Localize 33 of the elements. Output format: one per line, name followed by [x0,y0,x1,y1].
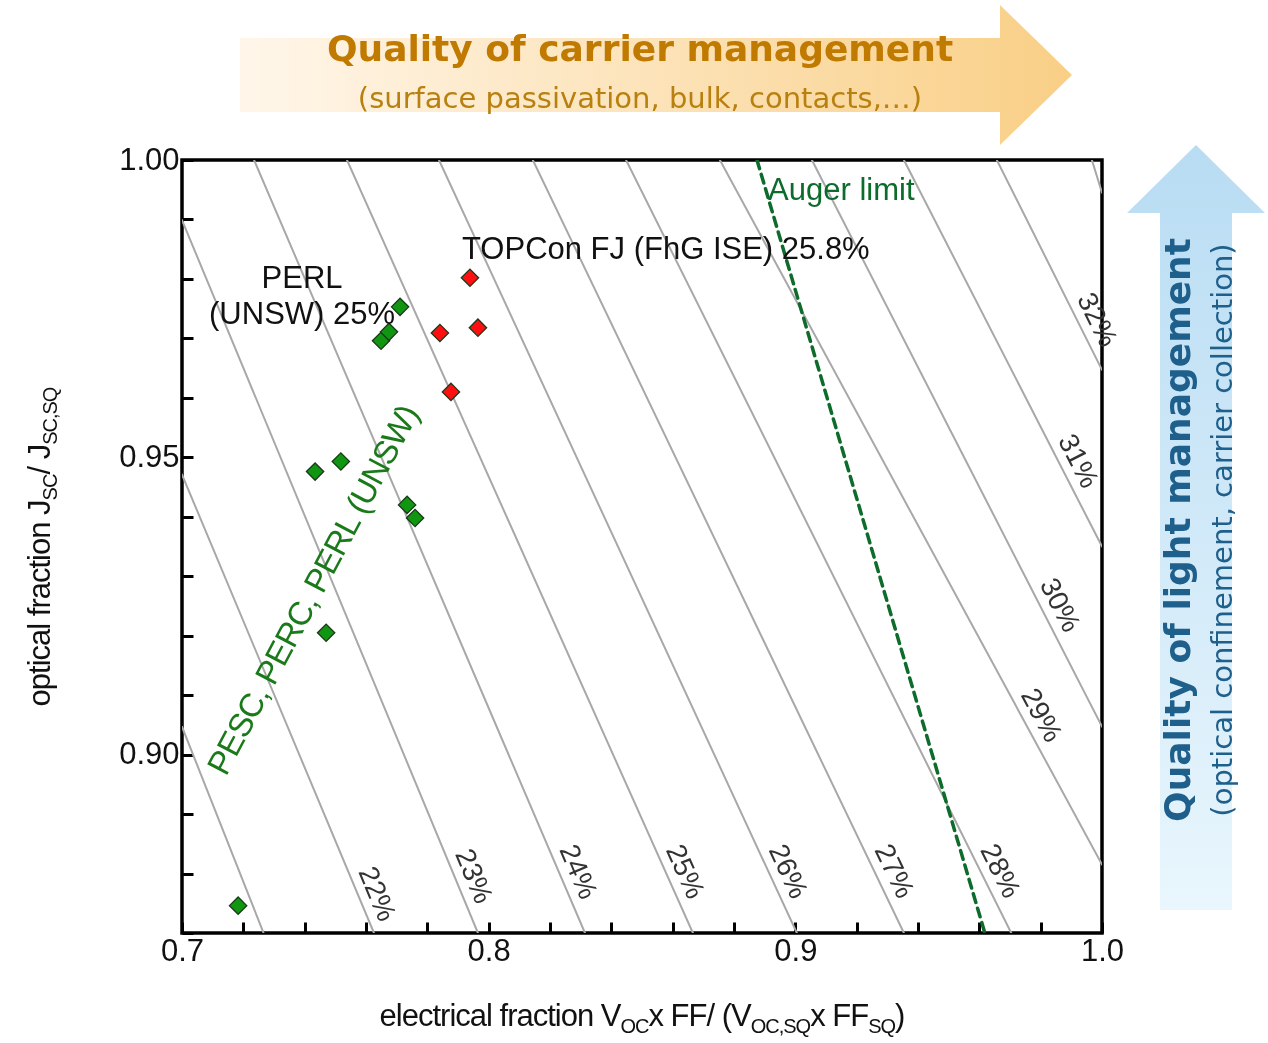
x-axis-title: electrical fraction V$_{OC}$x FF/ (V$_{OC,SQ}$x FF$_{SQ}$) [379,998,905,1039]
point [379,322,399,342]
annotation: TOPCon FJ (FhG ISE) 25.8% [461,230,870,266]
text: 31% [1052,428,1106,493]
x-tick-label: 1.0 [1080,932,1125,968]
text: 30% [1033,572,1088,637]
y-tick-label: 1.00 [119,141,180,177]
text: 23% [449,844,500,908]
text: 29% [1014,682,1069,747]
x-tick-label: 0.7 [160,932,205,968]
y-tick-label: 0.90 [119,736,180,772]
point [228,896,248,915]
y-tick-label: 0.95 [119,438,180,474]
text: Quality of carrier management [326,27,954,69]
text: 32% [1071,287,1124,352]
point [305,462,325,481]
point [441,382,461,402]
text: 28% [974,838,1028,903]
text: 24% [553,839,605,904]
text: (surface passivation, bulk, contacts,…) [357,81,923,115]
x-tick-label: 0.9 [774,932,818,968]
annotation: PERL (UNSW) 25% [209,259,396,331]
point [430,323,450,343]
point [468,318,488,337]
text: 26% [762,839,815,904]
text: Quality of light management [1156,238,1198,822]
text: 25% [659,839,712,904]
series-label: Auger limit [768,171,915,207]
text: (optical confinement, carrier collection) [1205,243,1239,817]
text: 27% [868,838,921,903]
x-tick-label: 0.8 [467,932,511,968]
point [460,268,480,288]
text: 22% [352,861,403,926]
